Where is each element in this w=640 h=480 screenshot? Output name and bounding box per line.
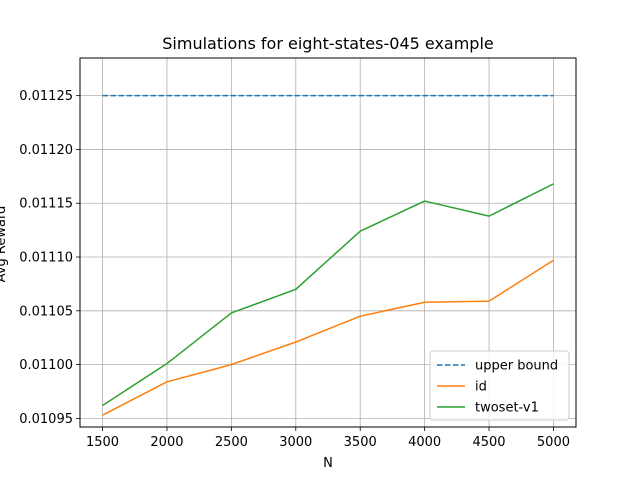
y-tick-label: 0.01095 bbox=[19, 412, 73, 427]
y-tick-label: 0.01115 bbox=[19, 197, 73, 212]
grid bbox=[80, 58, 576, 427]
x-axis-label: N bbox=[323, 456, 333, 471]
y-tick-label: 0.01125 bbox=[19, 89, 73, 104]
series-line-id bbox=[102, 259, 554, 416]
x-tick-label: 4000 bbox=[408, 435, 441, 450]
plot-frame bbox=[79, 57, 577, 428]
chart-title: Simulations for eight-states-045 example bbox=[162, 34, 494, 53]
x-tick-label: 5000 bbox=[537, 435, 570, 450]
legend-label-id: id bbox=[475, 380, 487, 395]
legend-label-twoset-v1: twoset-v1 bbox=[475, 401, 539, 416]
x-tick-label: 3500 bbox=[344, 435, 377, 450]
y-tick-label: 0.01110 bbox=[19, 251, 73, 266]
x-tick-label: 2000 bbox=[150, 435, 183, 450]
y-axis-label: Avg Reward bbox=[0, 206, 9, 283]
series-line-twoset-v1 bbox=[102, 183, 554, 407]
x-tick-label: 4500 bbox=[472, 435, 505, 450]
y-axis-ticks: 0.01095 0.01100 0.01105 0.01110 0.01115 0.011… bbox=[19, 89, 80, 427]
x-tick-label: 2500 bbox=[215, 435, 248, 450]
plot-series bbox=[102, 94, 554, 416]
y-tick-label: 0.01100 bbox=[19, 358, 73, 373]
y-tick-label: 0.01120 bbox=[19, 143, 73, 158]
legend-label-upper-bound: upper bound bbox=[475, 359, 558, 374]
x-axis-ticks: 1500 2000 2500 3000 3500 4000 4500 5000 bbox=[86, 427, 570, 450]
x-tick-label: 3000 bbox=[279, 435, 312, 450]
y-tick-label: 0.01105 bbox=[19, 304, 73, 319]
x-tick-label: 1500 bbox=[86, 435, 119, 450]
legend: upper bound id twoset-v1 bbox=[429, 350, 570, 421]
legend-box bbox=[429, 350, 570, 421]
